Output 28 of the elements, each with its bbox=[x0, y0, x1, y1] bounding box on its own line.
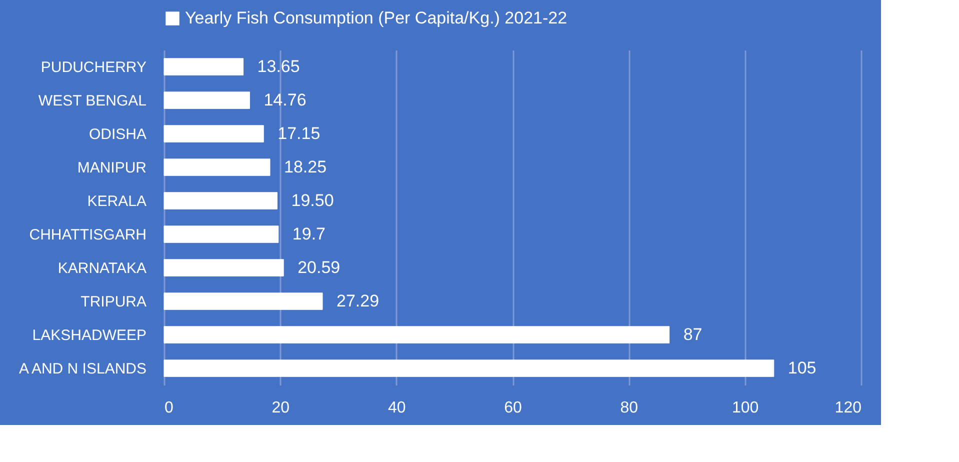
y-tick-label: KERALA bbox=[87, 192, 146, 210]
data-label: 105 bbox=[788, 358, 816, 378]
x-tick-label: 120 bbox=[834, 400, 862, 416]
data-label: 27.29 bbox=[336, 291, 380, 310]
data-label: 19.50 bbox=[291, 190, 334, 210]
y-tick-label: CHHATTISGARH bbox=[29, 226, 146, 244]
x-tick-label: 60 bbox=[504, 400, 522, 416]
y-tick-label: A AND N ISLANDS bbox=[18, 360, 146, 378]
x-tick-label: 80 bbox=[620, 400, 638, 416]
y-tick-label: MANIPUR bbox=[77, 159, 147, 176]
y-tick-label: WEST BENGAL bbox=[38, 92, 146, 110]
y-tick-label: LAKSHADWEEP bbox=[32, 326, 146, 344]
y-tick-label: PUDUCHERRY bbox=[40, 58, 146, 76]
x-tick-label: 20 bbox=[272, 400, 290, 416]
data-label: 17.15 bbox=[278, 124, 320, 143]
data-label: 19.7 bbox=[292, 224, 326, 244]
x-tick-label: 100 bbox=[732, 400, 759, 416]
y-tick-label: TRIPURA bbox=[80, 293, 146, 310]
data-label: 14.76 bbox=[264, 90, 306, 110]
x-tick-label: 0 bbox=[164, 400, 174, 416]
data-label: 87 bbox=[683, 324, 702, 344]
x-tick-label: 40 bbox=[388, 400, 406, 416]
data-label: 20.59 bbox=[298, 258, 340, 277]
y-tick-label: ODISHA bbox=[88, 126, 146, 143]
legend-label: Yearly Fish Consumption (Per Capita/Kg.) 2021-22 bbox=[185, 8, 568, 28]
y-tick-label: KARNATAKA bbox=[58, 260, 146, 277]
data-label: 18.25 bbox=[284, 157, 327, 176]
data-label: 13.65 bbox=[257, 56, 300, 76]
